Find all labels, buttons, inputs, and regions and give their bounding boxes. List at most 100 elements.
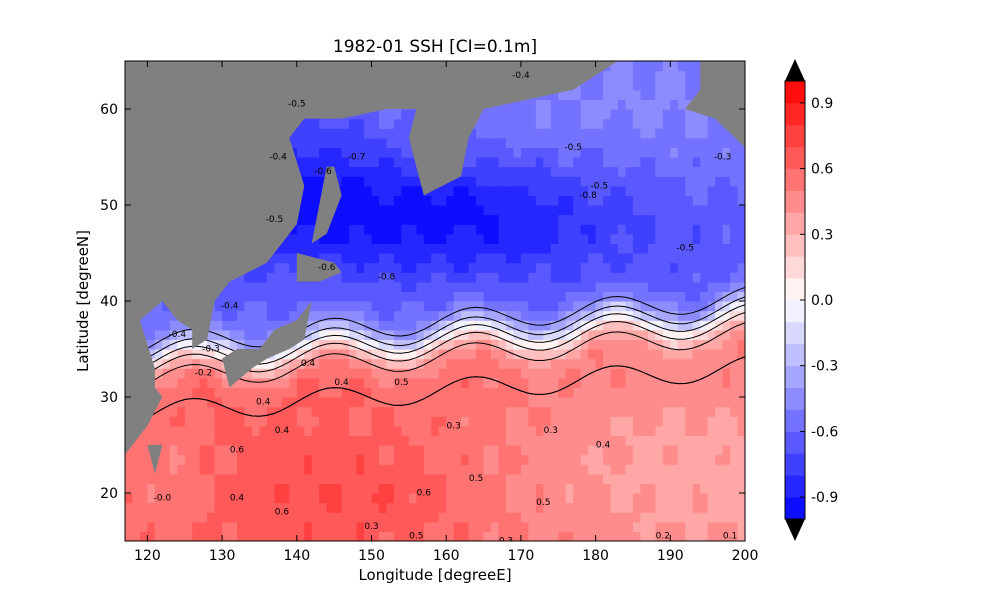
ssh-cell: [431, 377, 440, 388]
ssh-cell: [304, 147, 313, 158]
ssh-cell: [565, 502, 574, 513]
ssh-cell: [692, 272, 701, 283]
ssh-cell: [662, 531, 671, 541]
ssh-cell: [610, 368, 619, 379]
ssh-cell: [319, 176, 328, 187]
ssh-cell: [401, 109, 410, 120]
ssh-cell: [692, 214, 701, 225]
ssh-cell: [692, 233, 701, 244]
ssh-cell: [378, 377, 388, 388]
ssh-cell: [311, 435, 320, 446]
ssh-cell: [378, 253, 388, 264]
ssh-cell: [655, 291, 664, 302]
ssh-cell: [266, 493, 275, 504]
ssh-cell: [520, 339, 529, 350]
ssh-cell: [341, 205, 350, 216]
ssh-cell: [184, 493, 193, 504]
ssh-cell: [483, 166, 492, 177]
ssh-cell: [647, 377, 656, 388]
ssh-cell: [371, 262, 380, 273]
ssh-cell: [528, 445, 537, 456]
ssh-cell: [431, 493, 440, 504]
ssh-cell: [222, 483, 231, 494]
ssh-cell: [520, 233, 529, 244]
ssh-cell: [349, 435, 358, 446]
ssh-cell: [289, 425, 298, 436]
ssh-cell: [543, 512, 552, 523]
ssh-cell: [364, 454, 373, 465]
ssh-cell: [715, 281, 724, 292]
ssh-cell: [662, 118, 671, 129]
ssh-cell: [341, 281, 350, 292]
ssh-cell: [244, 473, 253, 484]
ssh-cell: [356, 349, 365, 360]
ssh-cell: [289, 291, 298, 302]
ssh-cell: [222, 454, 231, 465]
ssh-cell: [505, 445, 515, 456]
ssh-cell: [632, 99, 642, 110]
ssh-cell: [610, 358, 619, 369]
ssh-cell: [618, 387, 627, 398]
ssh-cell: [461, 233, 470, 244]
ssh-cell: [334, 301, 343, 312]
ssh-cell: [476, 425, 485, 436]
ssh-cell: [289, 445, 298, 456]
ssh-cell: [364, 425, 373, 436]
ssh-cell: [229, 281, 238, 292]
ssh-cell: [214, 301, 223, 312]
ssh-cell: [199, 377, 208, 388]
ssh-cell: [408, 310, 417, 321]
ssh-cell: [154, 454, 163, 465]
ssh-cell: [632, 166, 642, 177]
ssh-cell: [423, 445, 432, 456]
ssh-cell: [603, 425, 612, 436]
ssh-cell: [618, 253, 627, 264]
contour-label: 0.6: [417, 489, 432, 499]
ssh-cell: [207, 483, 216, 494]
ssh-cell: [610, 166, 619, 177]
ssh-cell: [266, 368, 275, 379]
ssh-cell: [632, 349, 642, 360]
ssh-cell: [199, 531, 208, 541]
ssh-cell: [647, 521, 656, 532]
ssh-cell: [685, 224, 694, 235]
ssh-cell: [655, 185, 664, 196]
contour-label: -0.6: [318, 263, 336, 273]
ssh-cell: [147, 493, 156, 504]
ssh-cell: [737, 483, 745, 494]
ssh-cell: [259, 368, 268, 379]
ssh-cell: [722, 262, 731, 273]
ssh-cell: [446, 397, 455, 408]
ssh-cell: [274, 483, 283, 494]
ssh-cell: [528, 176, 537, 187]
ssh-cell: [304, 185, 313, 196]
ssh-cell: [543, 157, 552, 168]
ssh-cell: [498, 157, 507, 168]
ssh-cell: [237, 512, 246, 523]
ssh-cell: [715, 214, 724, 225]
ssh-cell: [334, 320, 343, 331]
ssh-cell: [483, 358, 492, 369]
ssh-cell: [311, 425, 320, 436]
ssh-cell: [603, 329, 612, 340]
ssh-cell: [535, 349, 544, 360]
ssh-cell: [677, 89, 686, 100]
ssh-cell: [640, 291, 649, 302]
ssh-cell: [132, 531, 141, 541]
ssh-cell: [670, 205, 679, 216]
ssh-cell: [259, 416, 268, 427]
ssh-cell: [588, 253, 597, 264]
ssh-cell: [498, 483, 507, 494]
ssh-cell: [483, 253, 492, 264]
ssh-cell: [505, 195, 515, 206]
ssh-cell: [356, 272, 365, 283]
ssh-cell: [491, 445, 500, 456]
ssh-cell: [625, 224, 634, 235]
ssh-cell: [229, 464, 238, 475]
ssh-cell: [416, 397, 425, 408]
ssh-cell: [670, 473, 679, 484]
ssh-cell: [640, 310, 649, 321]
ssh-cell: [543, 435, 552, 446]
ssh-cell: [401, 387, 410, 398]
ssh-cell: [722, 358, 731, 369]
